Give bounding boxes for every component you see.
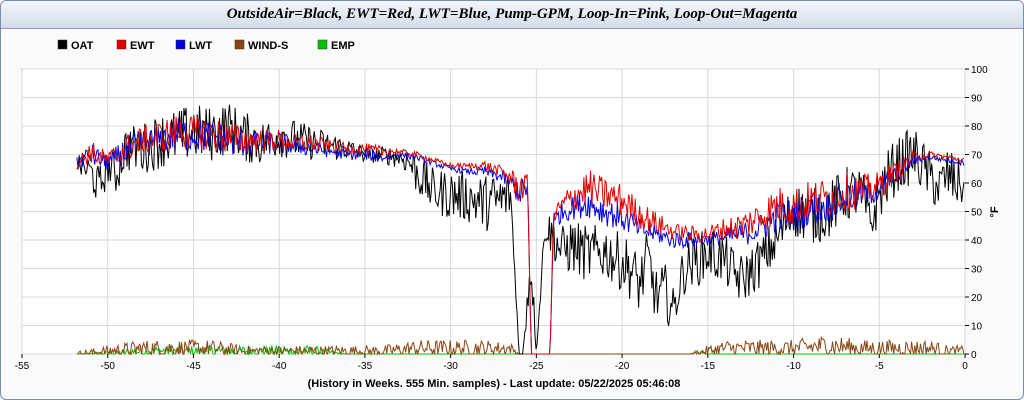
series-line-ewt (76, 114, 965, 355)
x-tick-label: -20 (615, 361, 630, 372)
legend-label-lwt: LWT (189, 40, 212, 52)
y-tick-label: 20 (971, 293, 983, 304)
y-tick-label: 100 (971, 65, 988, 76)
x-tick-label: -55 (15, 361, 30, 372)
x-tick-label: -25 (529, 361, 544, 372)
legend: OAT EWT LWT WIND-S EMP (57, 39, 355, 52)
legend-swatch-ewt (116, 39, 127, 50)
series-lines (76, 104, 965, 356)
legend-label-wind-s: WIND-S (248, 40, 288, 52)
x-tick-label: -45 (186, 361, 201, 372)
y-tick-label: 10 (971, 322, 983, 333)
y-tick-label: 70 (971, 151, 983, 162)
y-tick-label: 0 (971, 350, 977, 361)
x-tick-label: -15 (701, 361, 716, 372)
x-tick-label: 0 (962, 361, 968, 372)
y-tick-label: 60 (971, 179, 983, 190)
y-axis-label: °F (989, 206, 1001, 217)
title-bar: OutsideAir=Black, EWT=Red, LWT=Blue, Pum… (1, 1, 1023, 29)
x-tick-label: -35 (358, 361, 373, 372)
legend-label-oat: OAT (71, 40, 94, 52)
x-axis-ticks: -55 -50 -45 -40 -35 -30 -25 -20 -15 -10 -5 0 (15, 354, 968, 372)
y-tick-label: 30 (971, 265, 983, 276)
x-tick-label: -30 (443, 361, 458, 372)
y-axis-ticks: 0 10 20 30 40 50 60 70 80 90 100 (965, 65, 988, 361)
series-line-oat (76, 104, 965, 355)
x-tick-label: -10 (786, 361, 801, 372)
legend-label-emp: EMP (331, 40, 355, 52)
y-tick-label: 80 (971, 122, 983, 133)
legend-swatch-oat (57, 39, 68, 50)
legend-label-ewt: EWT (130, 40, 155, 52)
x-tick-label: -50 (101, 361, 116, 372)
chart-title: OutsideAir=Black, EWT=Red, LWT=Blue, Pum… (226, 6, 798, 22)
y-tick-label: 40 (971, 236, 983, 247)
x-axis-label: (History in Weeks. 555 Min. samples) - L… (308, 378, 681, 390)
legend-swatch-lwt (175, 39, 186, 50)
x-tick-label: -40 (272, 361, 287, 372)
y-tick-label: 50 (971, 208, 983, 219)
series-line-lwt (76, 118, 965, 355)
legend-swatch-wind-s (234, 39, 245, 50)
legend-swatch-emp (317, 39, 328, 50)
y-tick-label: 90 (971, 94, 983, 105)
x-tick-label: -5 (875, 361, 884, 372)
